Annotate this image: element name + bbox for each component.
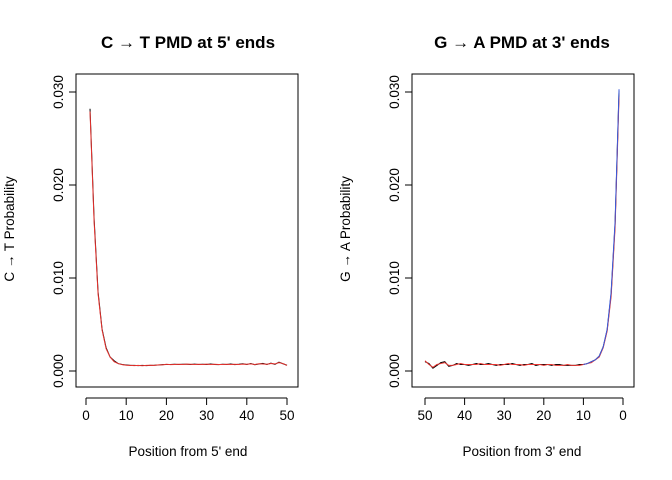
y-axis-c-to-t: 0.000 0.010 0.020 0.030 — [51, 75, 77, 388]
x-tick-label: 30 — [199, 408, 214, 423]
y-tick-label: 0.010 — [387, 261, 402, 295]
series-line-2 — [583, 89, 620, 365]
x-tick-label: 50 — [417, 408, 432, 423]
x-tick-label: 40 — [457, 408, 472, 423]
series-line-0 — [89, 108, 288, 367]
chart-title-c-to-t: C → T PMD at 5' ends — [101, 33, 275, 52]
y-tick-label: 0.000 — [387, 354, 402, 388]
series-lines-g-to-a — [424, 89, 620, 369]
y-tick-label: 0.020 — [51, 168, 66, 202]
x-tick-label: 30 — [497, 408, 512, 423]
panel-g-to-a: G → A PMD at 3' ends 50 40 30 20 10 0 0.0000.… — [338, 33, 635, 459]
x-tick-label: 50 — [279, 408, 294, 423]
y-axis-label-g-to-a: G → A Probability — [338, 176, 353, 282]
y-axis-label-c-to-t: C → T Probability — [2, 176, 17, 282]
x-tick-label: 20 — [159, 408, 174, 423]
y-tick-label: 0.000 — [51, 354, 66, 388]
x-axis-c-to-t: 0 10 20 30 40 50 — [82, 397, 295, 423]
x-axis-g-to-a: 50 40 30 20 10 0 — [417, 397, 627, 423]
y-tick-label: 0.030 — [387, 75, 402, 109]
series-lines-c-to-t — [89, 108, 288, 367]
plot-frame-c-to-t — [75, 73, 299, 388]
x-axis-label-c-to-t: Position from 5' end — [129, 444, 248, 459]
y-axis-g-to-a: 0.000 0.010 0.020 0.030 — [387, 75, 413, 388]
x-axis-label-g-to-a: Position from 3' end — [463, 444, 582, 459]
y-tick-label: 0.010 — [51, 261, 66, 295]
y-tick-label: 0.020 — [387, 168, 402, 202]
series-line-0 — [424, 91, 620, 369]
x-tick-label: 20 — [536, 408, 551, 423]
x-tick-label: 10 — [119, 408, 134, 423]
x-tick-label: 40 — [239, 408, 254, 423]
x-tick-label: 0 — [619, 408, 627, 423]
y-tick-label: 0.030 — [51, 75, 66, 109]
series-line-1 — [424, 96, 620, 368]
panel-c-to-t: C → T PMD at 5' ends 0 10 20 30 40 50 0.0000.… — [2, 33, 299, 459]
plot-frame-g-to-a — [411, 73, 635, 388]
x-tick-label: 10 — [576, 408, 591, 423]
series-line-1 — [89, 111, 288, 367]
chart-title-g-to-a: G → A PMD at 3' ends — [434, 33, 610, 52]
x-tick-label: 0 — [82, 408, 90, 423]
